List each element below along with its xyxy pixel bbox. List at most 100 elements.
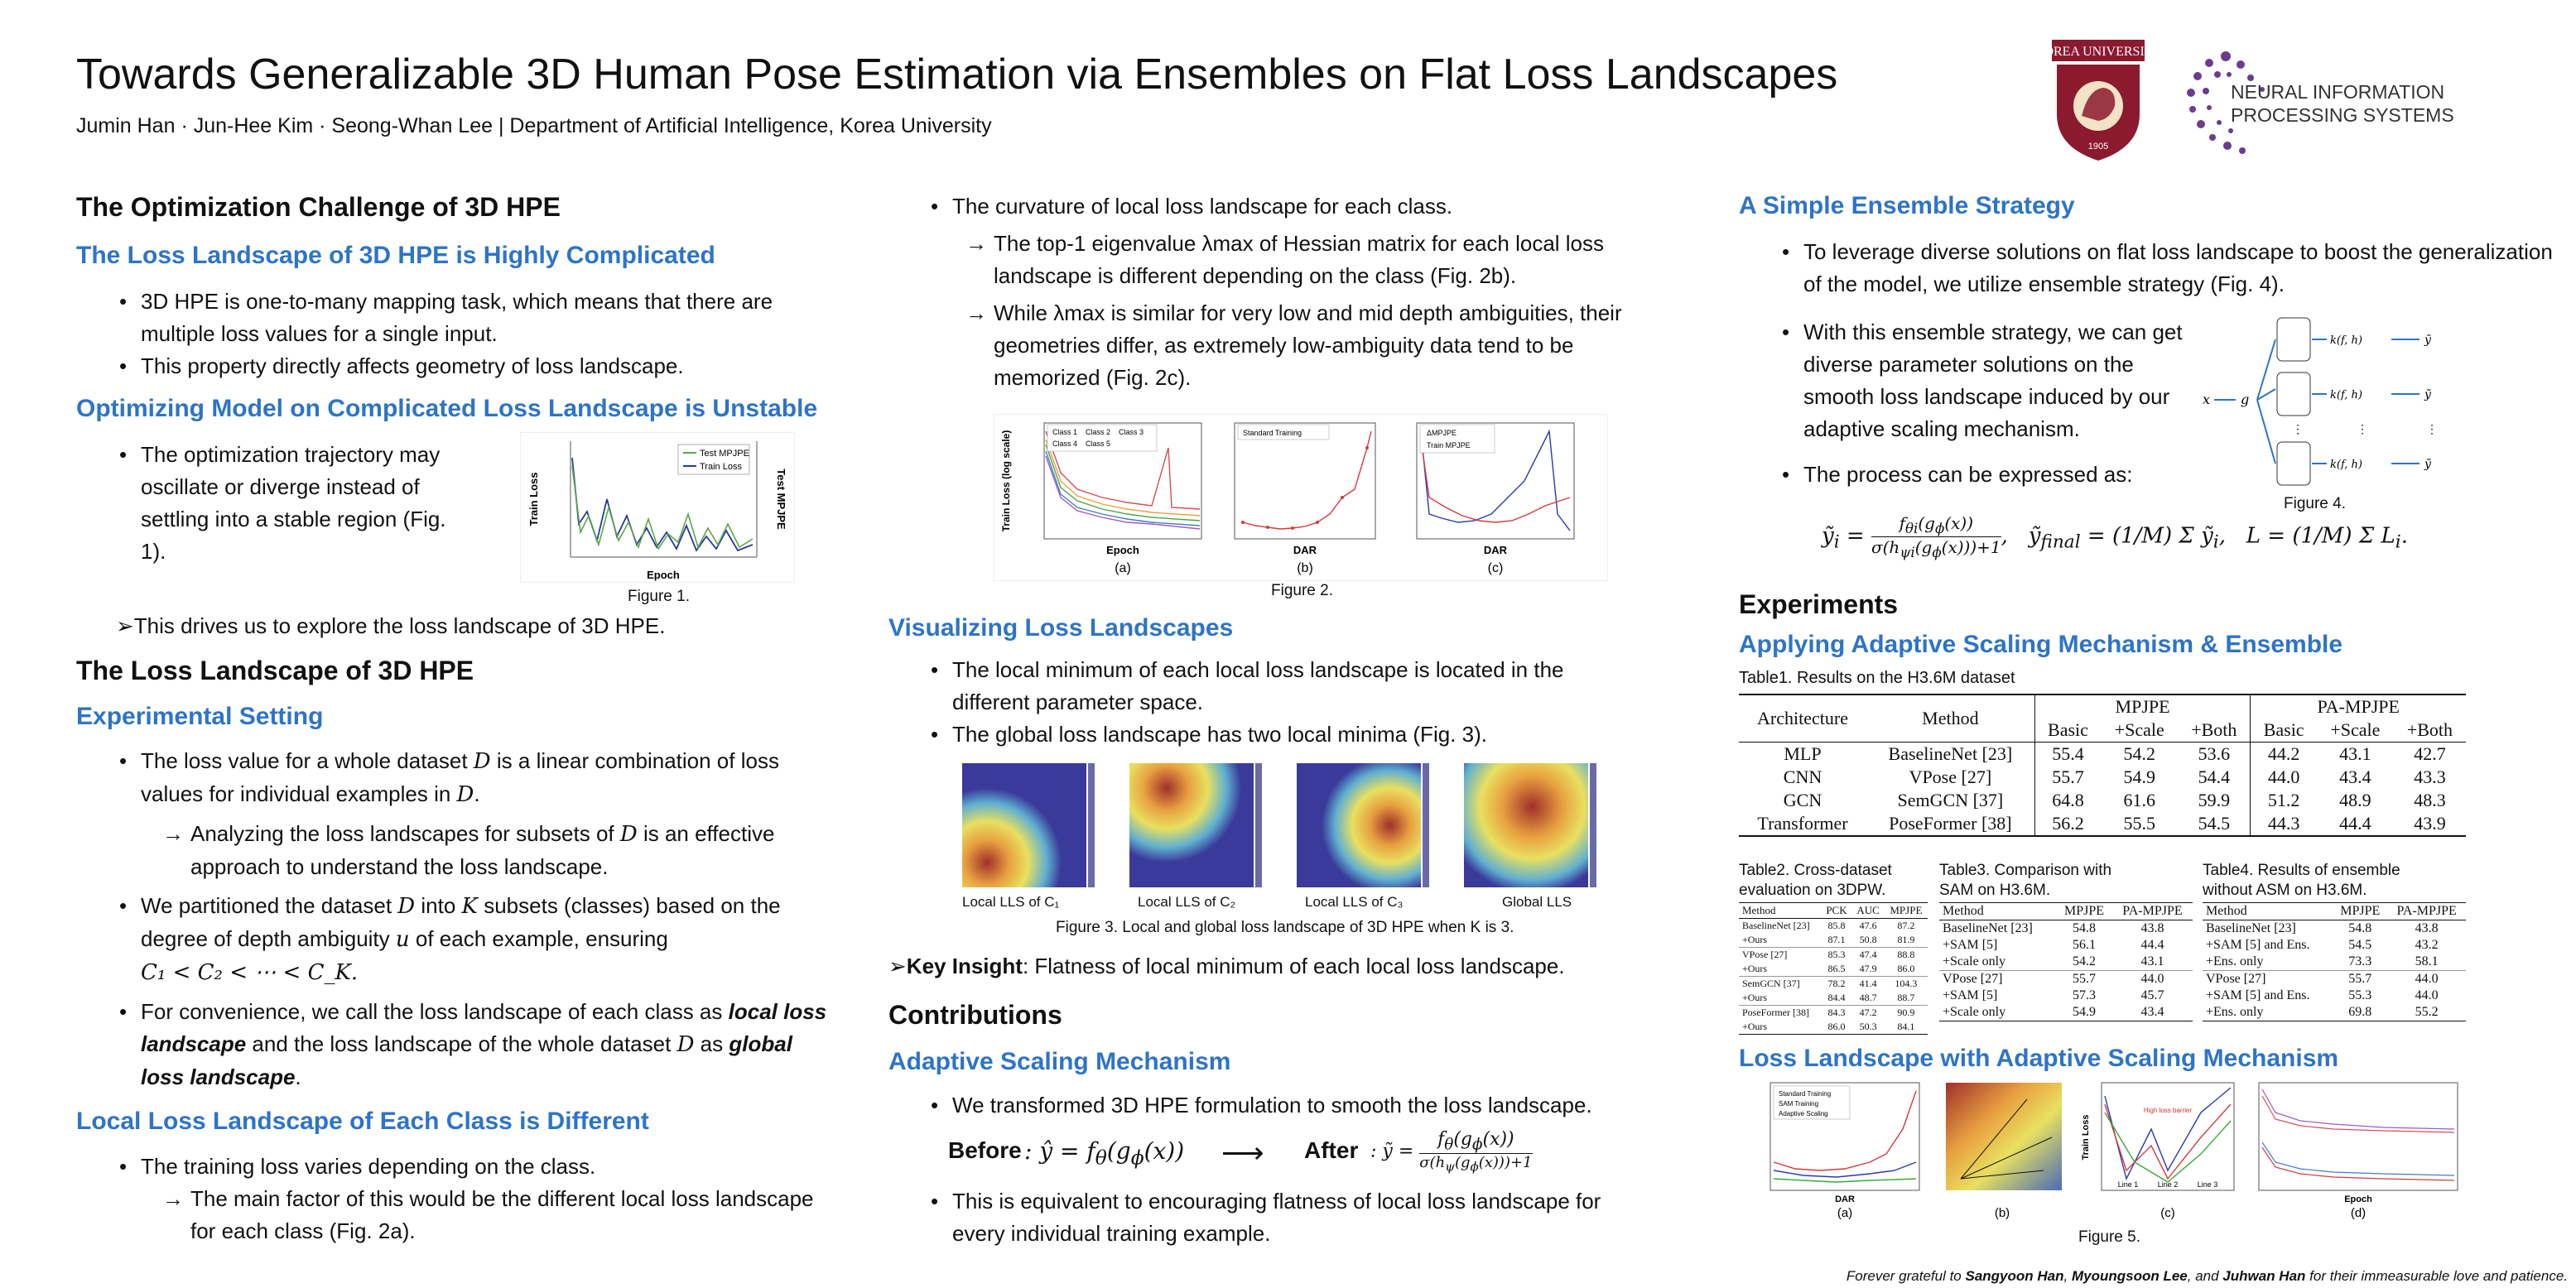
t1-head: Method	[1866, 694, 2035, 743]
table-cell: BaselineNet [23]	[1866, 742, 2035, 766]
fig5-label: (a)	[1837, 1206, 1852, 1220]
neurips-text-1: NEURAL INFORMATION	[2231, 81, 2445, 103]
fig5-legend: Standard Training	[1779, 1090, 1831, 1098]
svg-text:k(f, h): k(f, h)	[2330, 459, 2362, 471]
fig3-label: Global LLS	[1502, 894, 1572, 910]
table-cell: 87.1	[1827, 934, 1846, 945]
svg-text:⋮: ⋮	[2426, 422, 2438, 435]
table-cell: 69.8	[2348, 1005, 2372, 1019]
table-cell: 86.5	[1827, 963, 1846, 974]
table-cell: +SAM [5]	[1943, 938, 1998, 952]
table-row: +Ours 84.4 48.7 88.7	[1739, 991, 1928, 1006]
table-cell: 43.9	[2414, 813, 2446, 834]
fig5-line: Line 1	[2118, 1180, 2139, 1189]
svg-text:⋮: ⋮	[2357, 422, 2368, 435]
t3-head: PA-MPJPE	[2122, 904, 2183, 918]
table-cell: 41.4	[1859, 978, 1877, 989]
figure-3-caption: Figure 3. Local and global loss landscap…	[1056, 919, 1514, 936]
table-cell: 43.4	[2339, 767, 2371, 787]
arrow-point: The main factor of this would be the dif…	[157, 1183, 836, 1247]
fig1-y2label: Test MPJPE	[775, 469, 787, 530]
table-cell: 59.9	[2178, 789, 2251, 812]
figure-2-caption: Figure 2.	[1271, 582, 1333, 599]
drive-statement: ➢This drives us to explore the loss land…	[116, 613, 666, 638]
bullet: The loss value for a whole dataset D is …	[116, 745, 836, 811]
table-cell: 54.9	[2123, 767, 2155, 787]
table-cell: 47.9	[1859, 963, 1877, 974]
logo-korea-text: KOREA UNIVERSITY	[2052, 45, 2145, 59]
t1-subhead: Basic	[2048, 719, 2088, 740]
table-cell: 78.2	[1827, 978, 1846, 989]
table-cell: 81.9	[1897, 934, 1915, 945]
fig5-xlabel: Epoch	[2344, 1194, 2372, 1204]
svg-text:⋮: ⋮	[2292, 422, 2304, 435]
fig2c-legend1: ΔMPJPE	[1427, 429, 1457, 437]
table-row: +SAM [5] 56.1 44.4	[1939, 937, 2193, 954]
subsection-visualizing: Visualizing Loss Landscapes	[888, 614, 1234, 642]
before-after-equation: Before : ŷ = fθ(gϕ(x)) ⟶ After : ỹ = fθ(…	[948, 1129, 1533, 1175]
fig5-label: (b)	[1995, 1206, 2010, 1220]
bullet: To leverage diverse solutions on flat lo…	[1779, 236, 2557, 300]
bullet: We partitioned the dataset D into K subs…	[116, 890, 836, 989]
subsection-adaptive-scaling: Adaptive Scaling Mechanism	[888, 1048, 1231, 1075]
table-cell: 90.9	[1897, 1007, 1915, 1018]
table-cell: 55.3	[2348, 988, 2372, 1002]
section-optimization-challenge: The Optimization Challenge of 3D HPE	[76, 192, 561, 222]
bullets-adaptive-2: This is equivalent to encouraging flatne…	[927, 1185, 1656, 1250]
fig3-label: Local LLS of C₁	[962, 894, 1060, 910]
table-cell: 43.8	[2140, 921, 2164, 935]
bullets-local-different: The training loss varies depending on th…	[116, 1151, 836, 1247]
table-cell: 54.8	[2348, 921, 2372, 935]
table-row: +SAM [5] 57.3 45.7	[1939, 988, 2193, 1004]
table1: Architecture Method MPJPE PA-MPJPE Basic…	[1739, 694, 2466, 837]
table-cell: 84.1	[1897, 1021, 1915, 1032]
fig2-legend-class2: Class 2	[1086, 428, 1110, 436]
table-cell: 56.2	[2052, 813, 2084, 834]
figure-3	[954, 760, 1616, 892]
table-cell: 43.1	[2140, 954, 2164, 968]
svg-text:ỹ: ỹ	[2424, 458, 2432, 471]
table-cell: 44.0	[2267, 767, 2300, 787]
table-cell: +SAM [5] and Ens.	[2206, 938, 2310, 952]
bullet: With this ensemble strategy, we can get …	[1779, 316, 2184, 445]
table-cell: 84.3	[1827, 1007, 1846, 1018]
fig5-barrier: High loss barrier	[2144, 1107, 2193, 1114]
arrow-point: Analyzing the loss landscapes for subset…	[157, 818, 836, 883]
t1-head: Architecture	[1757, 708, 1848, 728]
table-cell: 54.5	[2178, 812, 2251, 836]
table-cell: 55.7	[2052, 767, 2084, 787]
t2-head: Method	[1742, 904, 1776, 916]
t2-head: AUC	[1856, 904, 1880, 916]
fig2b-xlabel: DAR	[1293, 544, 1317, 556]
table-cell: 55.2	[2415, 1005, 2439, 1019]
table-cell: +Ours	[1742, 992, 1768, 1003]
author-line: Jumin Han · Jun-Hee Kim · Seong-Whan Lee…	[76, 114, 992, 137]
fig2-legend-class1: Class 1	[1052, 428, 1077, 436]
bullet: The optimization trajectory may oscillat…	[116, 439, 472, 568]
table-cell: 44.2	[2267, 743, 2300, 764]
table-cell: 43.1	[2339, 743, 2371, 764]
fig2b-label: (b)	[1297, 561, 1313, 575]
fig5-label: (d)	[2351, 1206, 2366, 1220]
figure-4-caption: Figure 4.	[2284, 495, 2346, 512]
table-cell: 55.7	[2073, 972, 2097, 986]
t4-head: PA-MPJPE	[2396, 904, 2457, 918]
table-cell: 48.9	[2339, 790, 2371, 810]
fig2-legend-class4: Class 4	[1052, 440, 1077, 448]
fig2c-label: (c)	[1488, 561, 1504, 575]
table4-caption: Table4. Results of ensemble without ASM …	[2203, 862, 2400, 899]
table-row: VPose [27] 85.3 47.4 88.8	[1739, 947, 1928, 963]
table-cell: 43.8	[2415, 921, 2439, 935]
table-cell: PoseFormer [38]	[1866, 812, 2035, 836]
table2-caption: Table2. Cross-dataset evaluation on 3DPW…	[1739, 862, 1892, 899]
fig5-label: (c)	[2160, 1206, 2175, 1220]
table-cell: +SAM [5]	[1943, 988, 1998, 1002]
table-cell: BaselineNet [23]	[1943, 921, 2033, 935]
fig2a-label: (a)	[1115, 561, 1131, 575]
bullets-complicated: 3D HPE is one-to-many mapping task, whic…	[116, 286, 836, 382]
table-cell: 87.2	[1897, 920, 1915, 931]
table-row: VPose [27] 55.7 44.0	[2203, 970, 2466, 988]
table-cell: 56.1	[2073, 938, 2097, 952]
table-cell: 45.7	[2140, 988, 2164, 1002]
bullet: The curvature of local loss landscape fo…	[927, 190, 1639, 223]
